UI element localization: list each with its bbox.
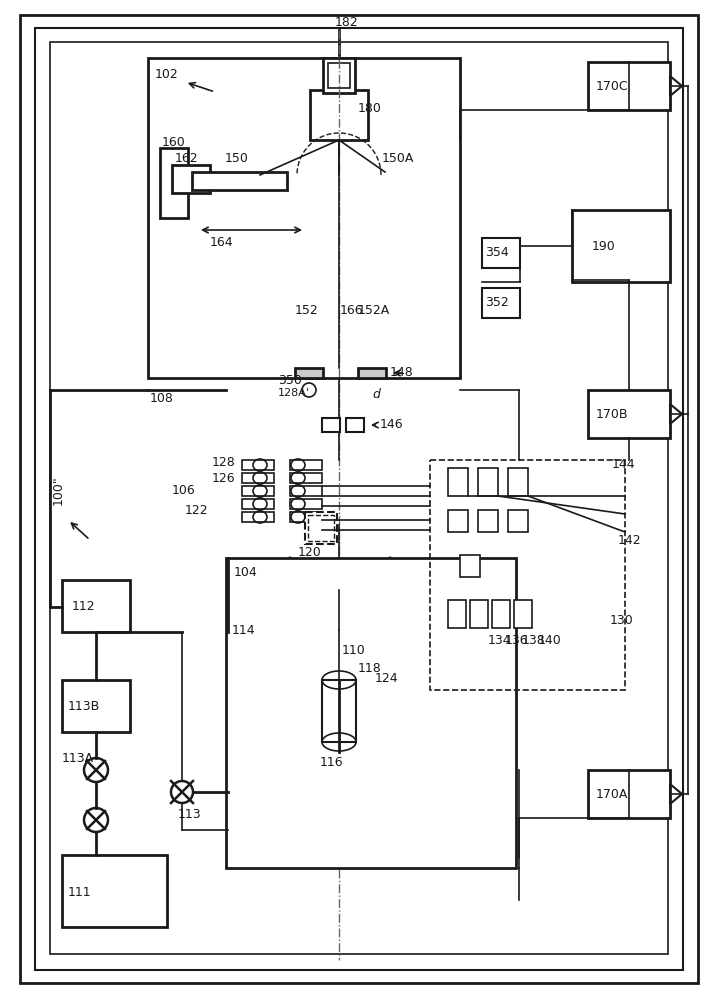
- Text: 120: 120: [298, 546, 322, 560]
- FancyBboxPatch shape: [588, 390, 670, 438]
- FancyBboxPatch shape: [290, 473, 322, 483]
- FancyBboxPatch shape: [172, 165, 210, 193]
- FancyBboxPatch shape: [323, 58, 355, 93]
- Text: 110: 110: [342, 644, 366, 656]
- Text: 150: 150: [225, 151, 249, 164]
- FancyBboxPatch shape: [290, 486, 322, 496]
- Text: 106: 106: [172, 484, 195, 496]
- Text: 102: 102: [155, 68, 179, 82]
- Text: 104: 104: [234, 566, 257, 578]
- FancyBboxPatch shape: [588, 770, 670, 818]
- Text: 124: 124: [375, 672, 399, 684]
- FancyBboxPatch shape: [460, 555, 480, 577]
- Text: 152A: 152A: [358, 304, 390, 316]
- FancyBboxPatch shape: [322, 418, 340, 432]
- Text: 136: 136: [505, 634, 528, 647]
- Text: d: d: [372, 388, 380, 401]
- FancyBboxPatch shape: [290, 512, 322, 522]
- FancyBboxPatch shape: [192, 172, 287, 190]
- Text: 170A: 170A: [596, 788, 629, 800]
- FancyBboxPatch shape: [508, 468, 528, 496]
- FancyBboxPatch shape: [482, 288, 520, 318]
- Text: 182: 182: [335, 15, 359, 28]
- FancyBboxPatch shape: [20, 15, 698, 983]
- FancyBboxPatch shape: [35, 28, 683, 970]
- Text: 152: 152: [295, 304, 319, 316]
- Text: 190: 190: [592, 239, 616, 252]
- FancyBboxPatch shape: [305, 512, 337, 544]
- Text: 118: 118: [358, 662, 381, 674]
- Text: 112: 112: [72, 600, 96, 613]
- FancyBboxPatch shape: [308, 515, 334, 541]
- Text: 142: 142: [618, 534, 642, 546]
- FancyBboxPatch shape: [295, 368, 323, 378]
- Text: 352: 352: [485, 296, 509, 310]
- FancyBboxPatch shape: [478, 510, 498, 532]
- Text: 164: 164: [210, 235, 234, 248]
- FancyBboxPatch shape: [358, 368, 386, 378]
- Text: 162: 162: [175, 151, 198, 164]
- FancyBboxPatch shape: [160, 148, 188, 218]
- FancyBboxPatch shape: [470, 600, 488, 628]
- FancyBboxPatch shape: [226, 558, 516, 868]
- FancyBboxPatch shape: [492, 600, 510, 628]
- FancyBboxPatch shape: [290, 460, 322, 470]
- FancyBboxPatch shape: [346, 418, 364, 432]
- FancyBboxPatch shape: [482, 238, 520, 268]
- Text: 128: 128: [212, 456, 236, 468]
- Text: 134: 134: [488, 634, 512, 647]
- Text: 146: 146: [380, 418, 404, 432]
- Text: 114: 114: [232, 624, 256, 637]
- Text: 111: 111: [68, 886, 92, 898]
- Text: 100": 100": [51, 475, 64, 505]
- FancyBboxPatch shape: [62, 580, 130, 632]
- FancyBboxPatch shape: [290, 499, 322, 509]
- Text: 180: 180: [358, 102, 382, 114]
- FancyBboxPatch shape: [588, 62, 670, 110]
- FancyBboxPatch shape: [148, 58, 460, 378]
- Text: 122: 122: [185, 504, 208, 516]
- Text: 116: 116: [320, 756, 344, 768]
- FancyBboxPatch shape: [242, 486, 274, 496]
- FancyBboxPatch shape: [62, 680, 130, 732]
- Text: 108: 108: [150, 391, 174, 404]
- FancyBboxPatch shape: [322, 680, 356, 742]
- FancyBboxPatch shape: [478, 468, 498, 496]
- FancyBboxPatch shape: [242, 512, 274, 522]
- FancyBboxPatch shape: [328, 63, 350, 88]
- FancyBboxPatch shape: [242, 460, 274, 470]
- FancyBboxPatch shape: [310, 90, 368, 140]
- Text: 354: 354: [485, 246, 509, 259]
- Text: 130: 130: [610, 613, 634, 626]
- FancyBboxPatch shape: [62, 855, 167, 927]
- FancyBboxPatch shape: [242, 473, 274, 483]
- Text: 150A: 150A: [382, 151, 415, 164]
- Text: 140: 140: [538, 634, 562, 647]
- Text: 126: 126: [212, 472, 236, 485]
- Text: 160: 160: [162, 135, 186, 148]
- Text: 144: 144: [612, 458, 636, 472]
- Text: 166: 166: [340, 304, 363, 316]
- FancyBboxPatch shape: [242, 499, 274, 509]
- FancyBboxPatch shape: [448, 468, 468, 496]
- Text: 148: 148: [390, 366, 414, 379]
- Text: 113: 113: [178, 808, 202, 822]
- Text: 170C: 170C: [596, 80, 629, 93]
- FancyBboxPatch shape: [572, 210, 670, 282]
- FancyBboxPatch shape: [448, 510, 468, 532]
- FancyBboxPatch shape: [448, 600, 466, 628]
- Text: 128A': 128A': [278, 388, 310, 398]
- FancyBboxPatch shape: [514, 600, 532, 628]
- Text: 350: 350: [278, 373, 302, 386]
- Text: 138: 138: [522, 634, 546, 647]
- FancyBboxPatch shape: [508, 510, 528, 532]
- FancyBboxPatch shape: [50, 42, 668, 954]
- Text: 170B: 170B: [596, 408, 629, 420]
- Text: 113A: 113A: [62, 752, 94, 764]
- Text: 113B: 113B: [68, 700, 100, 714]
